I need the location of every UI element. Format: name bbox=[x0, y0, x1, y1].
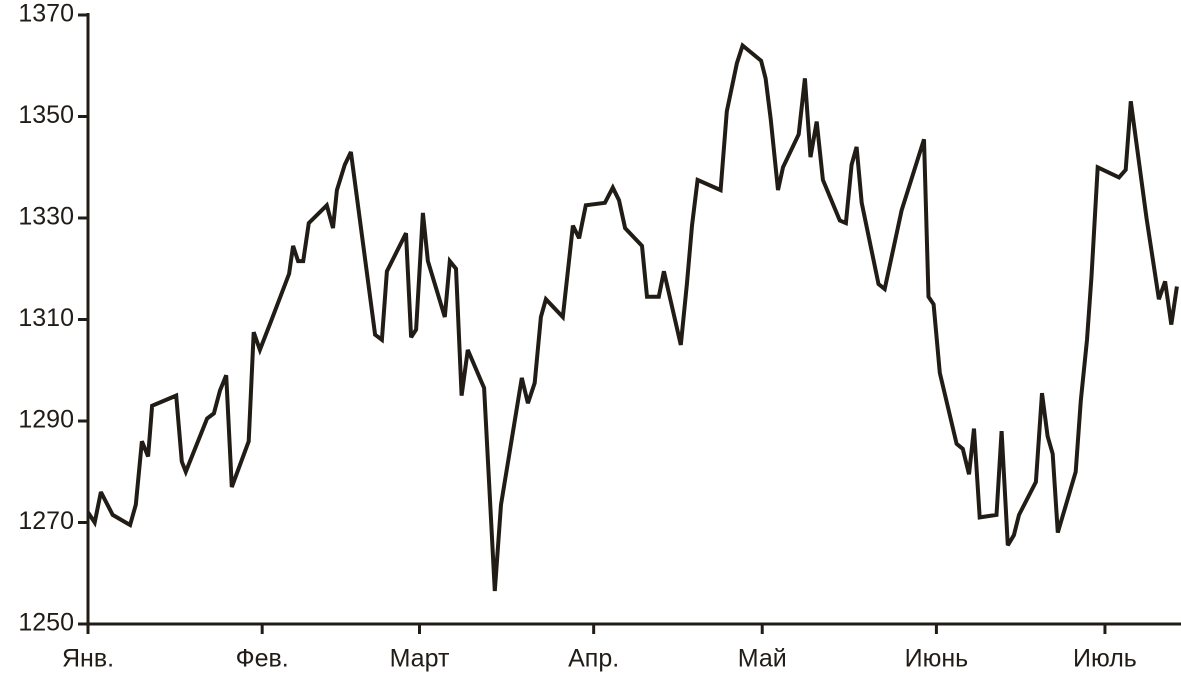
x-tick-label: Июль bbox=[1073, 645, 1137, 673]
price-line bbox=[86, 42, 1179, 592]
y-tick-label: 1370 bbox=[18, 0, 74, 28]
x-tick-label: Март bbox=[390, 645, 450, 673]
y-tick-label: 1350 bbox=[18, 101, 74, 129]
y-tick-label: 1270 bbox=[18, 507, 74, 535]
y-tick-label: 1330 bbox=[18, 203, 74, 231]
y-tick-label: 1250 bbox=[18, 609, 74, 637]
y-tick-label: 1310 bbox=[18, 304, 74, 332]
x-tick-label: Апр. bbox=[568, 645, 619, 673]
x-tick-label: Янв. bbox=[62, 645, 114, 673]
x-tick-label: Май bbox=[738, 645, 787, 673]
x-tick-label: Июнь bbox=[905, 645, 969, 673]
y-tick-label: 1290 bbox=[18, 406, 74, 434]
x-tick-label: Фев. bbox=[236, 645, 289, 673]
